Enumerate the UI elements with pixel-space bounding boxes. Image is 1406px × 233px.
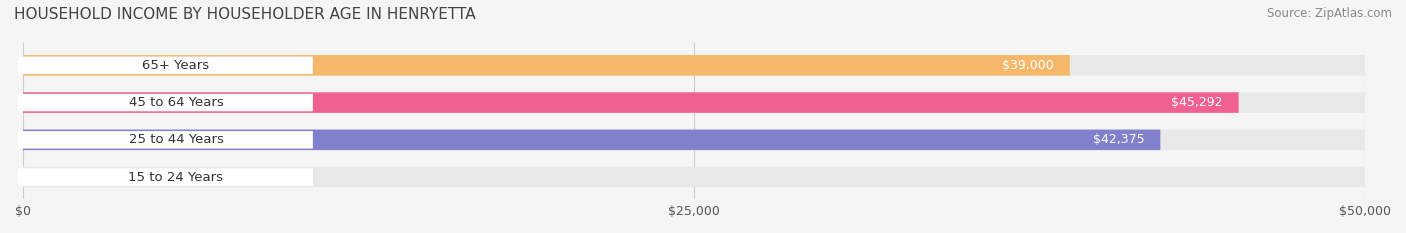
Text: 15 to 24 Years: 15 to 24 Years — [128, 171, 224, 184]
FancyBboxPatch shape — [18, 131, 314, 149]
Text: 25 to 44 Years: 25 to 44 Years — [128, 133, 224, 146]
Text: $0: $0 — [39, 171, 55, 184]
Text: HOUSEHOLD INCOME BY HOUSEHOLDER AGE IN HENRYETTA: HOUSEHOLD INCOME BY HOUSEHOLDER AGE IN H… — [14, 7, 475, 22]
Text: $42,375: $42,375 — [1092, 133, 1144, 146]
FancyBboxPatch shape — [18, 168, 314, 186]
FancyBboxPatch shape — [22, 55, 1070, 75]
FancyBboxPatch shape — [18, 57, 314, 74]
FancyBboxPatch shape — [22, 167, 1365, 187]
Text: $39,000: $39,000 — [1002, 59, 1053, 72]
Text: 45 to 64 Years: 45 to 64 Years — [128, 96, 224, 109]
FancyBboxPatch shape — [22, 92, 1365, 113]
FancyBboxPatch shape — [22, 130, 1365, 150]
FancyBboxPatch shape — [22, 130, 1160, 150]
FancyBboxPatch shape — [22, 92, 1239, 113]
FancyBboxPatch shape — [22, 55, 1365, 75]
Text: 65+ Years: 65+ Years — [142, 59, 209, 72]
Text: Source: ZipAtlas.com: Source: ZipAtlas.com — [1267, 7, 1392, 20]
Text: $45,292: $45,292 — [1171, 96, 1223, 109]
FancyBboxPatch shape — [18, 94, 314, 111]
